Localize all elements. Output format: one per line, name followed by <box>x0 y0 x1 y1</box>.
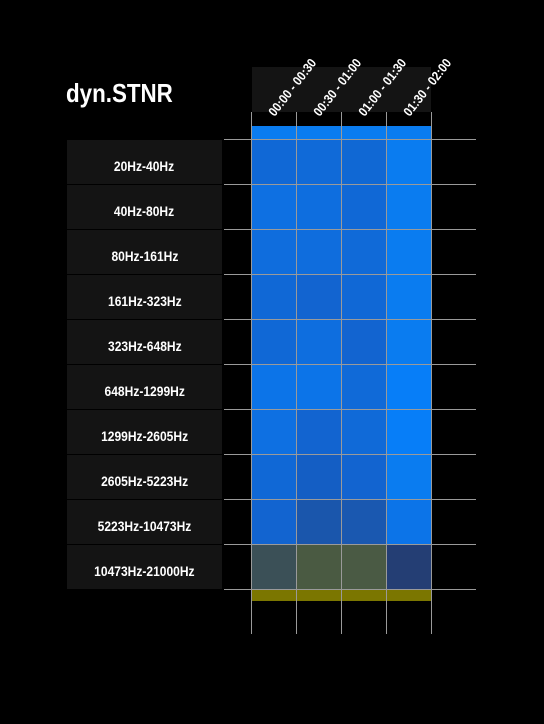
heatmap-cell <box>251 184 296 229</box>
row-label-text: 20Hz-40Hz <box>114 158 175 174</box>
heatmap-cell <box>251 319 296 364</box>
row-label-text: 2605Hz-5223Hz <box>100 473 188 489</box>
heatmap-cell <box>386 139 431 184</box>
heatmap-cell <box>341 184 386 229</box>
heatmap-cell <box>386 319 431 364</box>
heatmap-cell <box>251 409 296 454</box>
row-label-text: 161Hz-323Hz <box>107 293 182 309</box>
heatmap-cell <box>251 454 296 499</box>
heatmap-cell <box>251 544 296 589</box>
heatmap-cell <box>296 274 341 319</box>
heatmap-cell <box>296 454 341 499</box>
heatmap-cell <box>386 544 431 589</box>
row-label: 40Hz-80Hz <box>67 185 222 229</box>
row-label-text: 648Hz-1299Hz <box>104 383 185 399</box>
heatmap-cell <box>296 139 341 184</box>
heatmap-cell <box>296 499 341 544</box>
heatmap-cell <box>341 274 386 319</box>
heatmap-cell <box>386 499 431 544</box>
row-label-text: 40Hz-80Hz <box>114 203 175 219</box>
heatmap-cell <box>341 364 386 409</box>
row-label: 323Hz-648Hz <box>67 320 222 364</box>
heatmap-cell <box>386 229 431 274</box>
heatmap-cell <box>251 499 296 544</box>
heatmap-cell <box>296 364 341 409</box>
heatmap-cell <box>296 319 341 364</box>
row-label: 5223Hz-10473Hz <box>67 500 222 544</box>
heatmap-cell <box>296 229 341 274</box>
heatmap-cell <box>386 454 431 499</box>
heatmap-cell <box>251 139 296 184</box>
heatmap-cell <box>341 409 386 454</box>
heatmap-cell <box>341 499 386 544</box>
row-label: 20Hz-40Hz <box>67 140 222 184</box>
row-label: 80Hz-161Hz <box>67 230 222 274</box>
heatmap-cell <box>341 319 386 364</box>
heatmap-cell <box>296 184 341 229</box>
heatmap-cell <box>251 274 296 319</box>
heatmap-cell <box>296 409 341 454</box>
row-label-text: 80Hz-161Hz <box>111 248 178 264</box>
chart-title: dyn.STNR <box>66 78 173 108</box>
column-header-background <box>252 67 431 112</box>
heatmap-cell <box>386 184 431 229</box>
row-label-text: 323Hz-648Hz <box>107 338 182 354</box>
heatmap-cell <box>296 544 341 589</box>
row-label: 161Hz-323Hz <box>67 275 222 319</box>
heatmap-cell <box>341 229 386 274</box>
row-label-text: 5223Hz-10473Hz <box>97 518 192 534</box>
row-label-text: 10473Hz-21000Hz <box>94 563 195 579</box>
heatmap-cell <box>386 274 431 319</box>
heatmap-cell <box>251 229 296 274</box>
row-label: 648Hz-1299Hz <box>67 365 222 409</box>
row-label: 1299Hz-2605Hz <box>67 410 222 454</box>
heatmap-cell <box>341 139 386 184</box>
row-label: 2605Hz-5223Hz <box>67 455 222 499</box>
heatmap-cell <box>341 544 386 589</box>
row-label-text: 1299Hz-2605Hz <box>100 428 188 444</box>
row-label: 10473Hz-21000Hz <box>67 545 222 589</box>
heatmap-cell <box>341 454 386 499</box>
heatmap-cell <box>386 409 431 454</box>
heatmap-cell <box>251 364 296 409</box>
heatmap-cell <box>386 364 431 409</box>
